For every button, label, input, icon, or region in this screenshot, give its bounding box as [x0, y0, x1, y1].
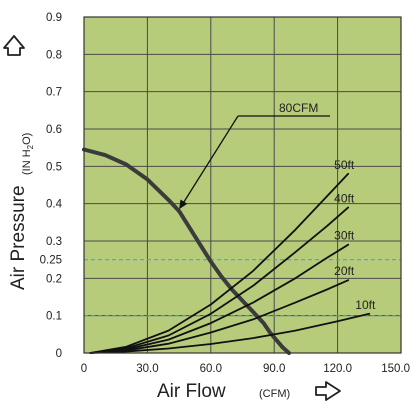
- series-line-30ft: [89, 243, 350, 354]
- y-tick-labels: 0 0.1 0.2 0.25 0.3 0.4 0.5 0.6 0.7 0.8 0.9: [40, 12, 63, 360]
- reference-lines: [84, 259, 401, 317]
- series-line-80CFM: [82, 147, 291, 355]
- x-tick-label: 150.0: [381, 363, 410, 375]
- series-label-40ft: 40ft: [334, 191, 355, 205]
- y-tick-label: 0.1: [46, 311, 62, 323]
- series-line-50ft: [89, 172, 350, 354]
- y-tick-label: 0.6: [46, 124, 62, 136]
- y-tick-label: 0.3: [46, 236, 62, 248]
- plot-area: [84, 17, 401, 353]
- arrow-right-icon: [315, 381, 341, 401]
- series-label-10ft: 10ft: [355, 298, 376, 312]
- series-label-50ft: 50ft: [334, 158, 355, 172]
- y-tick-label: 0.2: [46, 273, 62, 285]
- annotation-layer: 80CFM: [179, 101, 330, 210]
- x-tick-label: 120.0: [323, 363, 352, 375]
- series-label-30ft: 30ft: [334, 229, 355, 243]
- x-tick-label: 90.0: [263, 363, 285, 375]
- annotation-arrow-shaft: [182, 115, 239, 204]
- plot-border: [83, 16, 402, 354]
- x-tick-labels: 0 30.0 60.0 90.0 120.0 150.0: [81, 363, 410, 375]
- series-line-20ft: [89, 279, 350, 354]
- series-label-20ft: 20ft: [334, 264, 355, 278]
- x-axis-title: Air Flow: [157, 381, 226, 402]
- y-tick-label: 0: [56, 348, 62, 360]
- annotation-label: 80CFM: [279, 101, 318, 115]
- series-layer: 50ft 40ft 30ft 20ft 10ft: [82, 147, 376, 355]
- y-tick-label: 0.8: [46, 49, 62, 61]
- arrow-up-icon: [3, 35, 25, 56]
- y-tick-label: 0.4: [46, 199, 63, 211]
- x-tick-label: 0: [81, 363, 87, 375]
- y-tick-label: 0.25: [40, 255, 62, 267]
- y-tick-label: 0.7: [46, 87, 62, 99]
- annotation-arrowhead: [179, 199, 188, 210]
- y-axis-unit: (IN H2O): [21, 133, 35, 175]
- series-line-10ft: [89, 312, 371, 354]
- y-tick-label: 0.5: [46, 161, 62, 173]
- y-tick-label: 0.9: [46, 12, 62, 24]
- x-tick-label: 60.0: [200, 363, 222, 375]
- series-line-40ft: [89, 206, 350, 354]
- x-tick-label: 30.0: [136, 363, 158, 375]
- y-axis-title: Air Pressure: [8, 185, 29, 290]
- x-axis-unit: (CFM): [259, 388, 290, 400]
